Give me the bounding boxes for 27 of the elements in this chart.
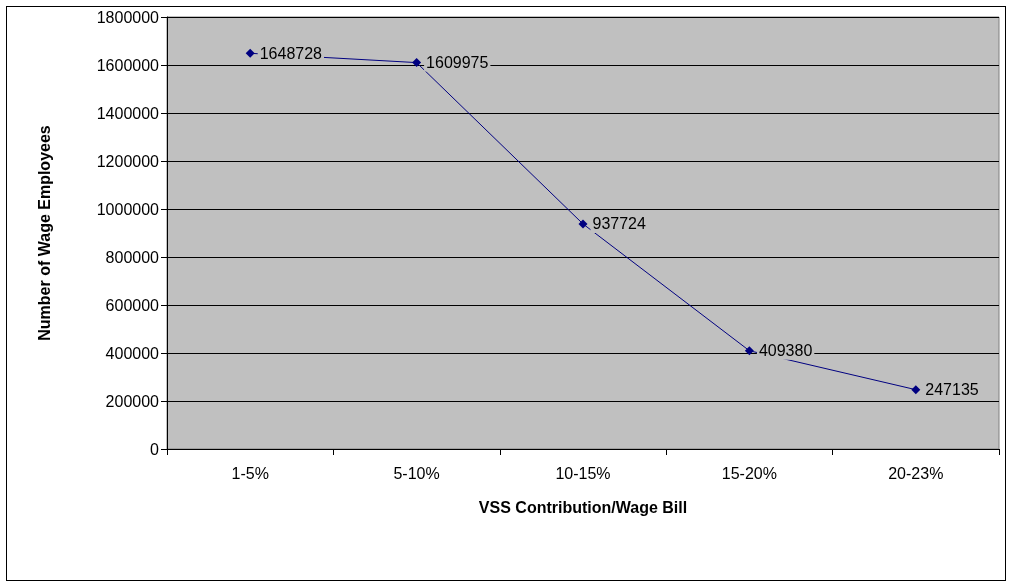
x-tick-label: 1-5% [231, 464, 269, 482]
point [578, 219, 588, 229]
y-tick-label: 1600000 [96, 56, 160, 74]
x-tick-label: 5-10% [393, 464, 440, 482]
data-label: 937724 [592, 215, 646, 233]
point [744, 346, 754, 356]
y-tick-label: 400000 [105, 344, 160, 362]
y-tick-label: 200000 [105, 392, 160, 410]
y-tick-label: 1000000 [96, 200, 160, 218]
data-label: 1648728 [259, 44, 323, 62]
y-tick-label: 1800000 [96, 8, 160, 26]
point [911, 385, 921, 395]
y-tick-label: 1200000 [96, 152, 160, 170]
x-tick-label: 10-15% [555, 464, 611, 482]
x-tick-label: 20-23% [888, 464, 944, 482]
data-label: 1609975 [426, 54, 489, 72]
x-axis-title: VSS Contribution/Wage Bill [478, 498, 688, 516]
y-axis-title: Number of Wage Employees [35, 125, 53, 341]
point [412, 58, 422, 68]
x-tick-label: 15-20% [721, 464, 777, 482]
data-label: 247135 [925, 381, 979, 399]
y-tick-label: 600000 [105, 296, 160, 314]
y-tick-label: 1400000 [96, 104, 160, 122]
data-label: 409380 [758, 342, 813, 360]
point [245, 48, 255, 58]
y-tick-label: 800000 [105, 248, 160, 266]
y-tick-label: 0 [150, 440, 160, 458]
